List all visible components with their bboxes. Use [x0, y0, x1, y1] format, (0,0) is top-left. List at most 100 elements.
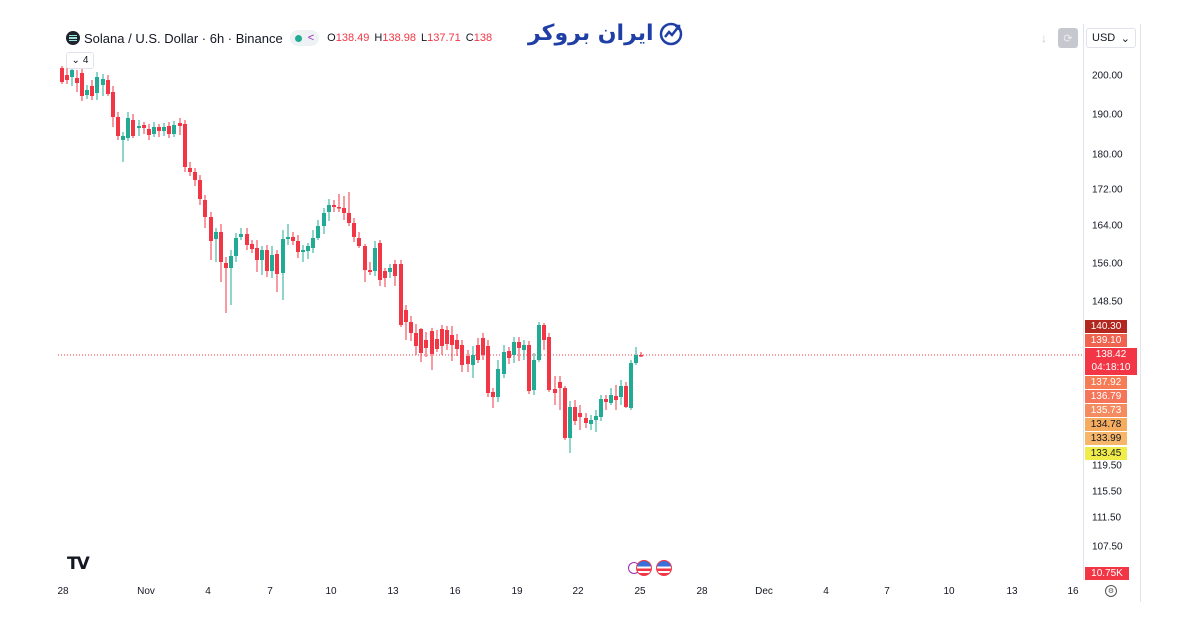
bearish-candle: [481, 333, 485, 360]
bullish-candle: [281, 230, 285, 300]
bullish-candle: [619, 380, 623, 405]
brand-watermark: ایران بروکر: [528, 20, 684, 46]
bullish-candle: [85, 85, 89, 99]
bearish-candle: [507, 347, 511, 364]
time-tick: 16: [1067, 586, 1079, 597]
currency-select[interactable]: USD ⌄: [1086, 28, 1136, 48]
bullish-candle: [634, 347, 638, 365]
bearish-candle: [460, 340, 464, 372]
time-tick: 7: [884, 586, 890, 597]
share-icon[interactable]: <: [307, 32, 315, 44]
bullish-candle: [496, 360, 500, 402]
sync-icon: ⟳: [1063, 32, 1073, 45]
bearish-candle: [224, 257, 228, 313]
time-tick: 4: [823, 586, 829, 597]
volume-label: 10.75K: [1085, 567, 1129, 580]
bearish-candle: [347, 192, 351, 226]
time-tick: 16: [449, 586, 461, 597]
us-flag-event-icon[interactable]: [656, 560, 672, 576]
time-tick: 7: [267, 586, 273, 597]
us-flag-event-icon[interactable]: [636, 560, 652, 576]
price-tick: 107.50: [1092, 541, 1123, 553]
bearish-candle: [430, 328, 434, 370]
ohlc-low: L137.71: [420, 32, 461, 44]
bearish-candle: [624, 382, 628, 408]
bullish-candle: [152, 122, 156, 137]
bearish-candle: [445, 326, 449, 350]
bullish-candle: [373, 241, 377, 276]
bearish-candle: [291, 232, 295, 245]
download-icon[interactable]: ↓: [1041, 31, 1047, 45]
bullish-candle: [589, 415, 593, 430]
bullish-candle: [388, 264, 392, 278]
sync-button[interactable]: ⟳: [1058, 28, 1078, 48]
economic-events[interactable]: [628, 560, 672, 576]
bearish-candle: [573, 400, 577, 425]
bullish-candle: [609, 388, 613, 405]
indicators-collapse-toggle[interactable]: ⌄ 4: [66, 52, 94, 69]
symbol-title[interactable]: Solana / U.S. Dollar · 6h · Binance: [84, 30, 283, 46]
bearish-candle: [542, 323, 546, 350]
price-tick: 200.00: [1092, 70, 1123, 82]
price-level-label: 133.99: [1085, 432, 1127, 445]
bullish-candle: [137, 120, 141, 136]
bearish-candle: [517, 337, 521, 361]
bearish-candle: [80, 68, 84, 101]
bullish-candle: [239, 228, 243, 240]
bearish-candle: [198, 175, 202, 205]
bullish-candle: [306, 243, 310, 259]
bullish-candle: [172, 121, 176, 137]
price-tick: 156.00: [1092, 258, 1123, 270]
bearish-candle: [60, 66, 64, 84]
bearish-candle: [486, 340, 490, 397]
bullish-candle: [162, 123, 166, 136]
bearish-candle: [111, 86, 115, 127]
top-right-toolbar: ↓ ⟳ USD ⌄: [1038, 28, 1136, 48]
time-tick: 25: [634, 586, 646, 597]
bearish-candle: [219, 224, 223, 282]
bullish-candle: [229, 250, 233, 305]
market-status-pill[interactable]: <: [289, 30, 320, 46]
bearish-candle: [116, 112, 120, 140]
bearish-candle: [419, 328, 423, 362]
brand-chart-icon: [659, 22, 682, 46]
bearish-candle: [106, 75, 110, 96]
price-axis[interactable]: [1083, 24, 1141, 580]
bearish-candle: [90, 80, 94, 100]
price-level-label: 133.45: [1085, 447, 1127, 460]
bullish-candle: [260, 246, 264, 275]
bearish-candle: [455, 334, 459, 356]
bearish-candle: [584, 413, 588, 428]
price-tick: 115.50: [1092, 486, 1122, 498]
bearish-candle: [357, 232, 361, 248]
bearish-candle: [578, 405, 582, 430]
price-tick: 190.00: [1092, 109, 1123, 121]
ohlc-high: H138.98: [374, 32, 416, 44]
price-level-label: 139.10: [1085, 334, 1127, 347]
bearish-candle: [147, 124, 151, 140]
price-tick: 164.00: [1092, 220, 1123, 232]
bearish-candle: [332, 200, 336, 212]
bearish-candle: [188, 162, 192, 176]
bearish-candle: [476, 338, 480, 363]
settings-icon[interactable]: ⚙: [1105, 585, 1117, 597]
bullish-candle: [126, 112, 130, 141]
bearish-candle: [399, 260, 403, 327]
price-tick: 148.50: [1092, 296, 1123, 308]
price-tick: 111.50: [1092, 512, 1122, 524]
bearish-candle: [409, 316, 413, 341]
price-axis-border: [1140, 24, 1141, 602]
indicators-count: 4: [82, 55, 89, 66]
time-tick: 28: [57, 586, 69, 597]
bearish-candle: [368, 262, 372, 275]
bearish-candle: [466, 350, 470, 372]
bearish-candle: [203, 195, 207, 228]
bullish-candle: [327, 199, 331, 221]
bullish-candle: [270, 246, 274, 278]
bullish-candle: [532, 353, 536, 395]
bearish-candle: [393, 260, 397, 286]
tradingview-logo[interactable]: TV: [67, 554, 90, 574]
time-tick: 10: [325, 586, 337, 597]
time-tick: Nov: [137, 586, 155, 597]
